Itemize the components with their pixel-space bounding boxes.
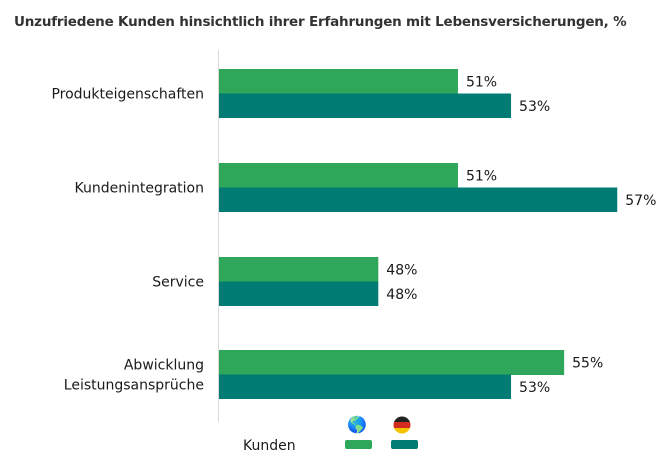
bar-deutschland — [219, 187, 618, 212]
legend-title: Kunden — [243, 438, 296, 454]
bar-deutschland — [219, 374, 512, 399]
data-label: 55% — [572, 355, 603, 371]
germany-flag-icon — [393, 416, 411, 438]
category-label: Service — [152, 275, 204, 291]
globe-icon: 🌎 — [347, 415, 367, 434]
data-label: 53% — [519, 99, 550, 115]
category-label: Kundenintegration — [74, 181, 204, 197]
data-label: 53% — [519, 380, 550, 396]
bar-global — [219, 350, 565, 375]
data-label: 57% — [625, 193, 656, 209]
bar-global — [219, 257, 379, 282]
category-label: Abwicklung — [124, 358, 204, 374]
bar-global — [219, 163, 458, 188]
chart-title: Unzufriedene Kunden hinsichtlich ihrer E… — [14, 14, 627, 30]
category-label: Leistungsansprüche — [64, 378, 204, 394]
data-label: 51% — [466, 74, 497, 90]
bar-deutschland — [219, 93, 512, 118]
bar-global — [219, 69, 458, 94]
data-label: 48% — [386, 262, 417, 278]
data-label: 51% — [466, 168, 497, 184]
bar-deutschland — [219, 281, 379, 306]
legend-swatch-global — [345, 440, 372, 449]
legend-swatch-germany — [391, 440, 418, 449]
data-label: 48% — [386, 287, 417, 303]
category-label: Produkteigenschaften — [51, 87, 204, 103]
